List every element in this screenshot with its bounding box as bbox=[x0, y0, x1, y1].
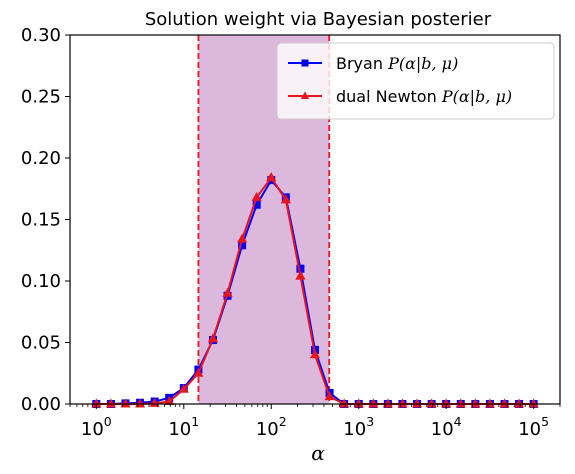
x-tick-label: 105 bbox=[518, 414, 549, 440]
series-point-1-29 bbox=[514, 398, 525, 408]
y-tick-label: 0.30 bbox=[21, 25, 61, 46]
series-point-1-12 bbox=[266, 172, 277, 182]
x-axis-label: α bbox=[311, 441, 325, 465]
y-tick-label: 0.05 bbox=[21, 333, 61, 354]
series-point-1-22 bbox=[411, 398, 423, 408]
series-point-1-19 bbox=[368, 398, 379, 408]
legend-frame bbox=[276, 42, 555, 120]
ticks-layer: 0.00 0.05 0.10 0.15 0.20 0.25 0.30 100 101 102 103… bbox=[21, 25, 561, 440]
series-point-1-6 bbox=[178, 383, 189, 393]
y-tick-label: 0.25 bbox=[21, 87, 61, 108]
series-point-1-9 bbox=[222, 287, 233, 297]
legend: Bryan P(α|b, μ) dual Newton P(α|b, μ) bbox=[276, 42, 555, 120]
x-tick-label: 104 bbox=[431, 414, 462, 440]
y-tick-label: 0.00 bbox=[21, 394, 61, 415]
y-tick-label: 0.20 bbox=[21, 148, 61, 169]
series-point-1-7 bbox=[193, 367, 204, 377]
series-point-1-10 bbox=[237, 233, 248, 243]
series-point-1-17 bbox=[339, 398, 350, 408]
series-point-1-11 bbox=[251, 191, 262, 201]
legend-label-0: Bryan P(α|b, μ) bbox=[336, 54, 458, 73]
series-point-1-23 bbox=[426, 398, 437, 408]
series-point-1-13 bbox=[280, 194, 291, 204]
series-point-1-8 bbox=[207, 333, 218, 343]
y-tick-label: 0.10 bbox=[21, 271, 61, 292]
series-point-1-14 bbox=[295, 270, 306, 280]
series-point-1-26 bbox=[470, 398, 481, 408]
x-tick-label: 100 bbox=[81, 414, 112, 440]
x-tick-label: 101 bbox=[168, 414, 199, 440]
chart-title: Solution weight via Bayesian posterier bbox=[145, 9, 492, 30]
series-point-1-25 bbox=[455, 398, 466, 408]
series-point-1-1 bbox=[105, 398, 116, 408]
legend-marker-1 bbox=[300, 91, 310, 99]
x-tick-label: 103 bbox=[343, 414, 374, 440]
series-point-1-2 bbox=[120, 398, 131, 408]
series-point-1-15 bbox=[309, 349, 321, 359]
series-point-1-28 bbox=[499, 398, 510, 408]
legend-marker-0 bbox=[301, 59, 309, 67]
legend-label-1: dual Newton P(α|b, μ) bbox=[336, 87, 512, 106]
series-point-1-16 bbox=[324, 391, 335, 401]
y-tick-label: 0.15 bbox=[21, 210, 61, 231]
x-tick-label: 102 bbox=[256, 414, 287, 440]
series-point-1-20 bbox=[382, 398, 393, 408]
